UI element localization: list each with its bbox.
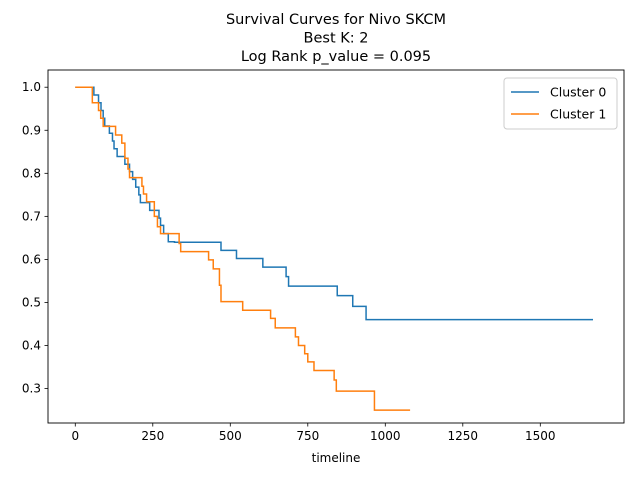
- x-axis-ticks: 0 250 500 750 1000 1250 1500: [71, 423, 556, 443]
- y-tick-label: 0.9: [22, 123, 41, 137]
- chart-title-line-2: Best K: 2: [304, 31, 369, 47]
- y-tick-label: 0.7: [22, 209, 41, 223]
- y-tick-label: 0.8: [22, 166, 41, 180]
- y-tick-label: 0.6: [22, 252, 41, 266]
- y-axis-ticks: 0.3 0.4 0.5 0.6 0.7 0.8 0.9 1.0: [22, 80, 48, 396]
- x-tick-label: 500: [219, 429, 242, 443]
- y-tick-label: 1.0: [22, 80, 41, 94]
- x-tick-label: 1250: [448, 429, 479, 443]
- x-tick-label: 0: [71, 429, 79, 443]
- y-tick-label: 0.4: [22, 339, 41, 353]
- chart-title-line-3: Log Rank p_value = 0.095: [241, 49, 431, 65]
- legend-label-cluster-0: Cluster 0: [550, 85, 606, 100]
- chart-title: Survival Curves for Nivo SKCM Best K: 2 Lo…: [226, 12, 446, 65]
- series-line-cluster-1: [75, 86, 411, 411]
- x-tick-label: 1000: [370, 429, 401, 443]
- legend-label-cluster-1: Cluster 1: [550, 107, 606, 122]
- y-tick-label: 0.5: [22, 295, 41, 309]
- plot-frame: [47, 69, 625, 424]
- x-tick-label: 250: [141, 429, 164, 443]
- series-line-cluster-0: [75, 86, 593, 321]
- legend-box: [503, 77, 618, 130]
- plot-curves: [75, 86, 593, 411]
- chart-title-line-1: Survival Curves for Nivo SKCM: [226, 12, 446, 28]
- x-tick-label: 750: [296, 429, 319, 443]
- x-tick-label: 1500: [525, 429, 556, 443]
- y-tick-label: 0.3: [22, 382, 41, 396]
- x-axis-label: timeline: [312, 451, 361, 465]
- legend: Cluster 0 Cluster 1: [503, 77, 618, 130]
